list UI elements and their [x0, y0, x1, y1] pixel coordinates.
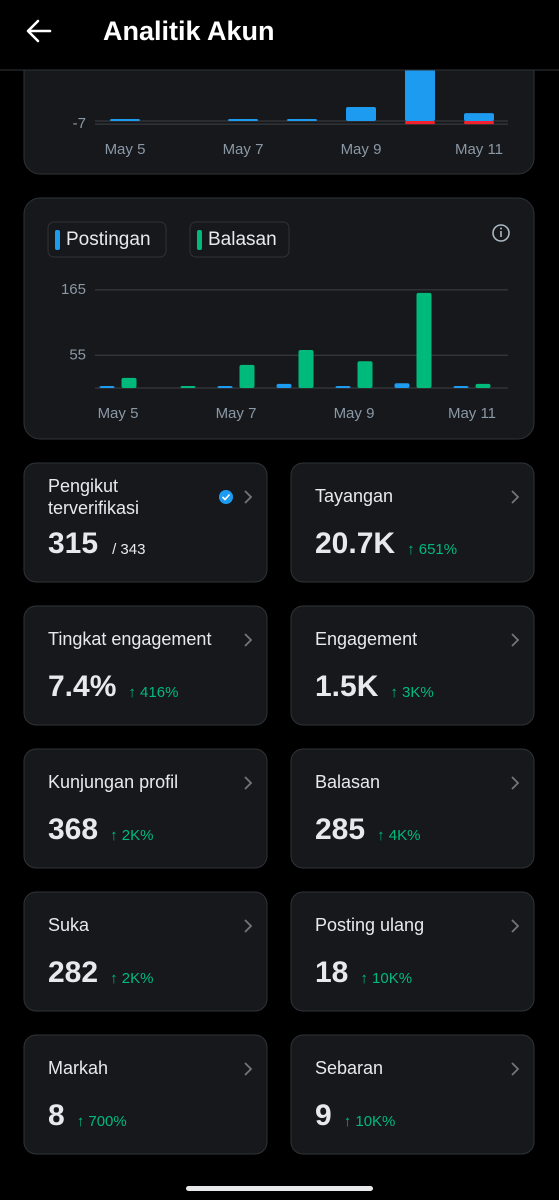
bar: [121, 377, 137, 388]
card-title: Kunjungan profil: [48, 772, 178, 792]
card-title: Tingkat engagement: [48, 629, 211, 649]
bar: [394, 383, 410, 388]
legend-label: Postingan: [66, 229, 151, 250]
card-title: Suka: [48, 915, 90, 935]
card-value: 315: [48, 527, 98, 560]
x-tick-label: May 5: [98, 405, 139, 422]
stat-card[interactable]: [23, 891, 268, 1012]
bar: [475, 383, 491, 388]
card-title: Markah: [48, 1058, 108, 1078]
chevron[interactable]: [244, 633, 253, 647]
chevron[interactable]: [511, 490, 520, 504]
stat-card[interactable]: [23, 748, 268, 869]
card-total: / 343: [112, 541, 145, 558]
y-tick-label: 165: [61, 281, 86, 298]
header: [0, 0, 559, 70]
bar: [217, 386, 233, 388]
card-value: 368: [48, 813, 98, 846]
x-tick-label: May 7: [223, 141, 264, 158]
bar: [335, 386, 351, 388]
legend-swatch: [197, 230, 202, 250]
bar: [239, 364, 255, 388]
card-value: 20.7K: [315, 527, 395, 560]
x-tick-label: May 11: [448, 405, 496, 422]
x-tick-label: May 9: [341, 141, 382, 158]
chevron[interactable]: [244, 919, 253, 933]
card-title: Tayangan: [315, 486, 393, 506]
card-change: ↑ 416%: [128, 684, 178, 701]
card-title: Sebaran: [315, 1058, 383, 1078]
chevron[interactable]: [244, 1062, 253, 1076]
card-value: 8: [48, 1099, 65, 1132]
card-change: ↑ 2K%: [110, 827, 153, 844]
bar: [464, 121, 494, 125]
chevron[interactable]: [511, 776, 520, 790]
stat-card[interactable]: [290, 462, 535, 583]
card-value: 18: [315, 956, 348, 989]
x-tick-label: May 5: [105, 141, 146, 158]
legend-swatch: [55, 230, 60, 250]
stat-card[interactable]: [23, 462, 268, 583]
bar: [276, 383, 292, 388]
bar: [357, 361, 373, 388]
y-tick-label: 55: [69, 346, 86, 363]
card-change: ↑ 700%: [77, 1113, 127, 1130]
bar: [110, 119, 140, 122]
card-title: Balasan: [315, 772, 380, 792]
legend-box: [47, 221, 167, 258]
y-tick-label: -7: [73, 115, 86, 132]
bar: [346, 106, 376, 122]
stat-card[interactable]: [290, 605, 535, 726]
card-title: Engagement: [315, 629, 417, 649]
card-change: ↑ 4K%: [377, 827, 420, 844]
card-value: 282: [48, 956, 98, 989]
verified-badge: [219, 490, 233, 504]
card-change: ↑ 2K%: [110, 970, 153, 987]
info-icon-bar: [500, 231, 502, 237]
chevron[interactable]: [244, 490, 253, 504]
chevron[interactable]: [511, 633, 520, 647]
chevron[interactable]: [511, 1062, 520, 1076]
card-title: Posting ulang: [315, 915, 424, 935]
stat-card[interactable]: [23, 605, 268, 726]
bar: [99, 386, 115, 388]
legend-label: Balasan: [208, 229, 277, 250]
bar: [228, 119, 258, 122]
card-title: Pengikut terverifikasi: [48, 476, 139, 518]
header-title: Analitik Akun: [103, 16, 275, 46]
info-icon-dot: [500, 227, 502, 230]
card-value: 7.4%: [48, 670, 116, 703]
bar: [287, 119, 317, 122]
card-change: ↑ 651%: [407, 541, 457, 558]
card-change: ↑ 10K%: [360, 970, 412, 987]
bar: [405, 68, 435, 122]
x-tick-label: May 7: [216, 405, 257, 422]
card-value: 285: [315, 813, 365, 846]
chart-card: [23, 197, 535, 440]
x-tick-label: May 11: [455, 141, 503, 158]
chevron[interactable]: [244, 776, 253, 790]
bar: [453, 386, 469, 388]
stat-card[interactable]: [290, 1034, 535, 1155]
card-change: ↑ 10K%: [344, 1113, 396, 1130]
chevron[interactable]: [511, 919, 520, 933]
legend-box: [189, 221, 290, 258]
bar: [416, 292, 432, 388]
stat-card[interactable]: [290, 891, 535, 1012]
card-change: ↑ 3K%: [390, 684, 433, 701]
card-value: 9: [315, 1099, 332, 1132]
info-icon[interactable]: [492, 224, 510, 242]
x-tick-label: May 9: [334, 405, 375, 422]
verified-check: [221, 493, 231, 501]
bar: [405, 121, 435, 125]
back-arrow[interactable]: [26, 19, 52, 43]
bar: [464, 113, 494, 122]
stat-card[interactable]: [23, 1034, 268, 1155]
bar: [298, 349, 314, 388]
bar: [180, 386, 196, 388]
stat-card[interactable]: [290, 748, 535, 869]
card-value: 1.5K: [315, 670, 379, 703]
home-indicator: [186, 1186, 373, 1191]
